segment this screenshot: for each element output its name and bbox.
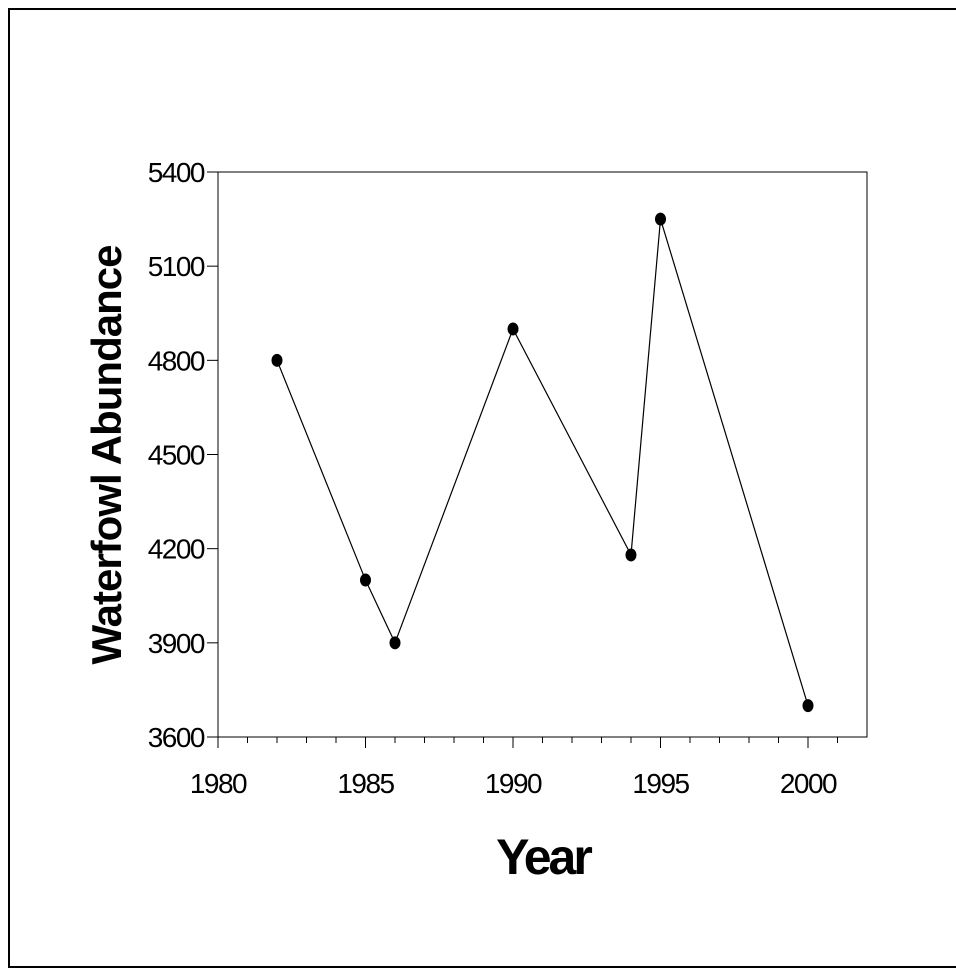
data-point bbox=[802, 699, 814, 713]
series-layer bbox=[271, 212, 814, 713]
series-line bbox=[276, 218, 809, 706]
x-tick-label: 1990 bbox=[485, 768, 542, 799]
y-axis-ticks: 3600 3900 4200 4500 4800 5100 5400 bbox=[148, 157, 218, 753]
x-tick-label: 1985 bbox=[337, 768, 394, 799]
y-tick-label: 5100 bbox=[148, 251, 205, 282]
y-tick-label: 4500 bbox=[148, 440, 205, 471]
x-tick-label: 1995 bbox=[632, 768, 689, 799]
y-tick-label: 5400 bbox=[148, 157, 205, 188]
y-tick-label: 3600 bbox=[148, 722, 205, 753]
x-tick-label: 2000 bbox=[780, 768, 837, 799]
data-point bbox=[655, 212, 666, 226]
data-point bbox=[271, 353, 283, 367]
x-tick-label: 1980 bbox=[190, 768, 247, 799]
y-axis-title: Waterfowl Abundance bbox=[83, 246, 130, 665]
data-point bbox=[507, 322, 519, 336]
data-point bbox=[389, 636, 401, 650]
y-tick-label: 3900 bbox=[148, 628, 205, 659]
y-tick-label: 4800 bbox=[148, 345, 205, 376]
x-axis-title: Year bbox=[496, 829, 592, 885]
y-tick-label: 4200 bbox=[148, 534, 205, 565]
x-axis-ticks: 1980 1985 1990 1995 2000 bbox=[190, 737, 839, 799]
data-point bbox=[625, 548, 637, 562]
data-point bbox=[360, 573, 371, 587]
